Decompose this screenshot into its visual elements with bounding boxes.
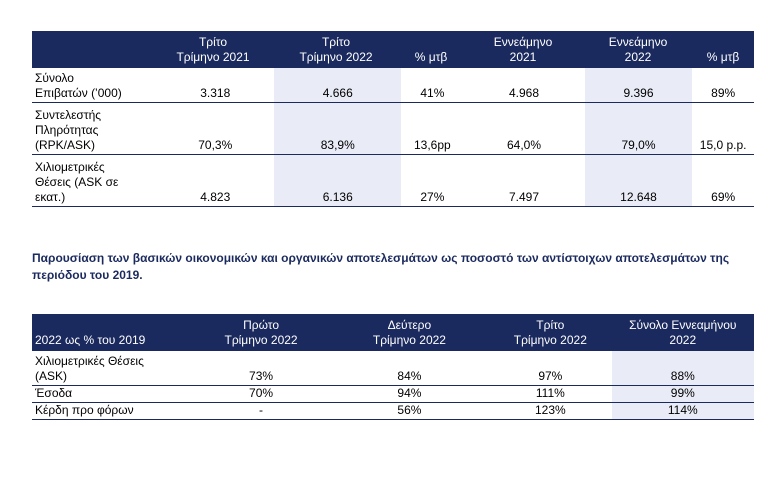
table-cell: 56%	[397, 403, 422, 417]
table-cell: 111%	[535, 386, 565, 400]
table-cell: 27%	[420, 190, 445, 204]
table-cell: 13,6pp	[414, 138, 451, 152]
table-row: Σύνολο Επιβατών (’000) 3.318 4.666 41% 4…	[32, 68, 754, 103]
header-q2-2022: Δεύτερο Τρίμηνο 2022	[372, 318, 446, 347]
header-q1-2022: Πρώτο Τρίμηνο 2022	[224, 318, 298, 347]
table-cell: 4.666	[274, 68, 402, 102]
row-label: Κέρδη προ φόρων	[35, 403, 134, 417]
row-label: Χιλιομετρικές Θέσεις (ASK)	[35, 354, 144, 383]
table-cell: 99%	[611, 386, 754, 402]
table-cell: 97%	[538, 369, 563, 383]
row-label: Σύνολο Επιβατών (’000)	[35, 71, 122, 100]
table-cell: 70%	[249, 386, 274, 400]
header-9m-total-2022: Σύνολο Εννεαμήνου 2022	[629, 318, 737, 347]
header-q3-2022: Τρίτο Τρίμηνο 2022	[299, 35, 373, 64]
table-row: Κέρδη προ φόρων - 56% 123% 114%	[32, 403, 754, 420]
table-cell: 73%	[249, 369, 274, 383]
table-cell: 70,3%	[198, 138, 233, 152]
table-cell: 88%	[611, 351, 754, 385]
table-row: Συντελεστής Πληρότητας (RPK/ASK) 70,3% 8…	[32, 103, 754, 155]
table-cell: 9.396	[584, 68, 693, 102]
table-cell: 89%	[711, 86, 736, 100]
table-cell: 84%	[397, 369, 422, 383]
table-cell: 4.968	[508, 86, 539, 100]
table-cell: 3.318	[200, 86, 231, 100]
table-cell: 4.823	[200, 190, 231, 204]
table-cell: 41%	[420, 86, 445, 100]
table-row: Χιλιομετρικές Θέσεις (ASK σε εκατ.) 4.82…	[32, 155, 754, 207]
header-q3-2021: Τρίτο Τρίμηνο 2021	[176, 35, 250, 64]
header-9m-2021: Εννεάμηνο 2021	[493, 35, 553, 64]
table-cell: 15,0 p.p.	[699, 138, 747, 152]
passenger-stats-table: Τρίτο Τρίμηνο 2021 Τρίτο Τρίμηνο 2022 % …	[32, 31, 754, 207]
table-cell: 7.497	[508, 190, 539, 204]
header-9m-2022: Εννεάμηνο 2022	[608, 35, 668, 64]
table-cell: 64,0%	[506, 138, 541, 152]
table-row: Έσοδα 70% 94% 111% 99%	[32, 386, 754, 403]
table-cell: 12.648	[584, 155, 693, 206]
table-header: Τρίτο Τρίμηνο 2021 Τρίτο Τρίμηνο 2022 % …	[32, 31, 754, 68]
results-vs-2019-table: 2022 ως % του 2019 Πρώτο Τρίμηνο 2022 Δε…	[32, 314, 754, 420]
table-cell: 114%	[611, 403, 754, 419]
table-cell: 123%	[534, 403, 566, 417]
row-label: Έσοδα	[35, 386, 73, 400]
header-q3-2022: Τρίτο Τρίμηνο 2022	[513, 318, 587, 347]
header-cell-empty	[32, 31, 154, 68]
header-yoy-9m: % μτβ	[706, 50, 740, 64]
table-cell: 6.136	[274, 155, 402, 206]
table-row: Χιλιομετρικές Θέσεις (ASK) 73% 84% 97% 8…	[32, 351, 754, 386]
table-cell: 83,9%	[274, 103, 402, 154]
section-caption: Παρουσίαση των βασικών οικονομικών και ο…	[32, 251, 730, 282]
table-cell: 79,0%	[584, 103, 693, 154]
row-label: Χιλιομετρικές Θέσεις (ASK σε εκατ.)	[35, 160, 119, 204]
header-label: 2022 ως % του 2019	[35, 333, 146, 347]
header-yoy-q3: % μτβ	[414, 50, 448, 64]
row-label: Συντελεστής Πληρότητας (RPK/ASK)	[35, 108, 102, 152]
table-header: 2022 ως % του 2019 Πρώτο Τρίμηνο 2022 Δε…	[32, 314, 754, 351]
table-cell: 69%	[711, 190, 736, 204]
table-cell: -	[259, 403, 264, 417]
table-cell: 94%	[397, 386, 422, 400]
